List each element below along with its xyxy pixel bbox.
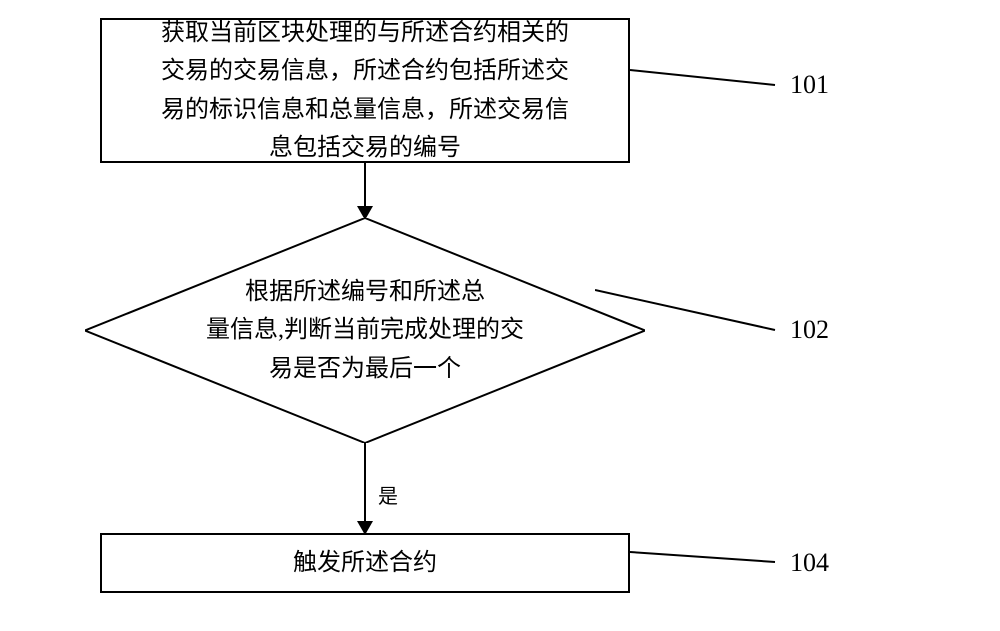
decision-yes-label: 是 [378,480,398,509]
decision-text: 根据所述编号和所述总 量信息,判断当前完成处理的交 易是否为最后一个 [85,218,645,443]
arrow-1-line [364,163,366,206]
label-104: 104 [790,548,829,578]
decision-node: 根据所述编号和所述总 量信息,判断当前完成处理的交 易是否为最后一个 [85,218,645,443]
leader-101 [630,60,790,95]
step3-text: 触发所述合约 [293,544,437,582]
label-102: 102 [790,315,829,345]
leader-104 [630,548,790,573]
flowchart-container: 获取当前区块处理的与所述合约相关的 交易的交易信息，所述合约包括所述交 易的标识… [0,0,1000,631]
process-step-1: 获取当前区块处理的与所述合约相关的 交易的交易信息，所述合约包括所述交 易的标识… [100,18,630,163]
leader-102 [595,285,790,340]
label-101: 101 [790,70,829,100]
process-step-3: 触发所述合约 [100,533,630,593]
step1-text: 获取当前区块处理的与所述合约相关的 交易的交易信息，所述合约包括所述交 易的标识… [161,14,569,168]
arrow-2-line [364,443,366,521]
